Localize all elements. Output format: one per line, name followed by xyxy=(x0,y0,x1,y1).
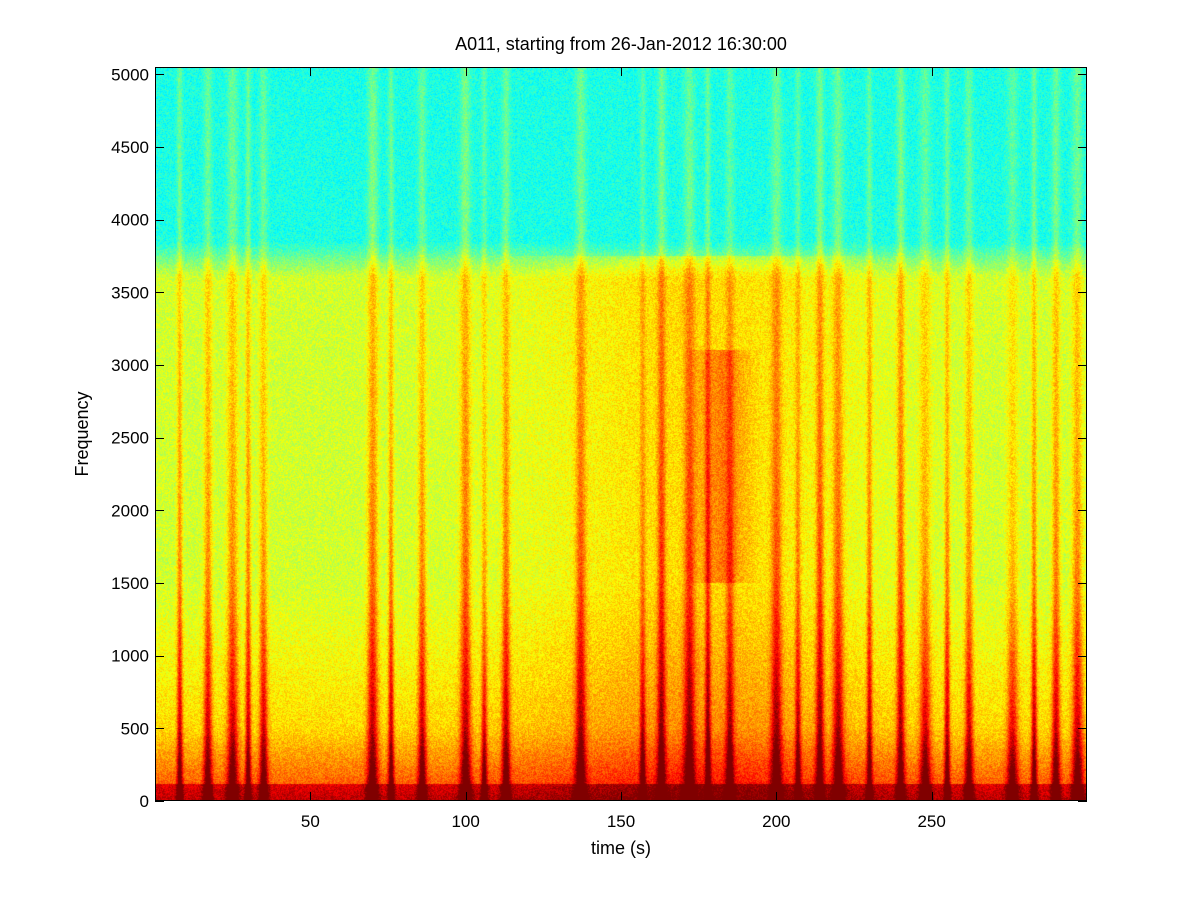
y-tick-label: 2500 xyxy=(111,429,149,448)
x-tick-label: 200 xyxy=(762,812,790,831)
y-tick-label: 0 xyxy=(140,792,149,811)
y-axis: 0 500 1000 1500 2000 2500 3000 3500 4000 4500 5000 xyxy=(111,65,1087,811)
y-tick-label: 4500 xyxy=(111,138,149,157)
y-axis-label: Frequency xyxy=(72,391,92,476)
x-tick-label: 250 xyxy=(917,812,945,831)
x-tick-label: 50 xyxy=(301,812,320,831)
x-axis-label: time (s) xyxy=(591,838,651,858)
x-tick-label: 150 xyxy=(607,812,635,831)
chart-title: A011, starting from 26-Jan-2012 16:30:00 xyxy=(455,34,787,54)
y-tick-label: 500 xyxy=(121,719,149,738)
x-axis: 50 100 150 200 250 xyxy=(301,67,946,831)
y-tick-label: 3000 xyxy=(111,356,149,375)
y-tick-label: 4000 xyxy=(111,211,149,230)
y-tick-label: 1000 xyxy=(111,647,149,666)
x-tick-label: 100 xyxy=(451,812,479,831)
plot-area xyxy=(155,67,1087,801)
y-tick-label: 5000 xyxy=(111,65,149,84)
y-tick-label: 1500 xyxy=(111,574,149,593)
spectrogram-image xyxy=(155,67,1087,801)
y-tick-label: 2000 xyxy=(111,501,149,520)
y-tick-label: 3500 xyxy=(111,283,149,302)
